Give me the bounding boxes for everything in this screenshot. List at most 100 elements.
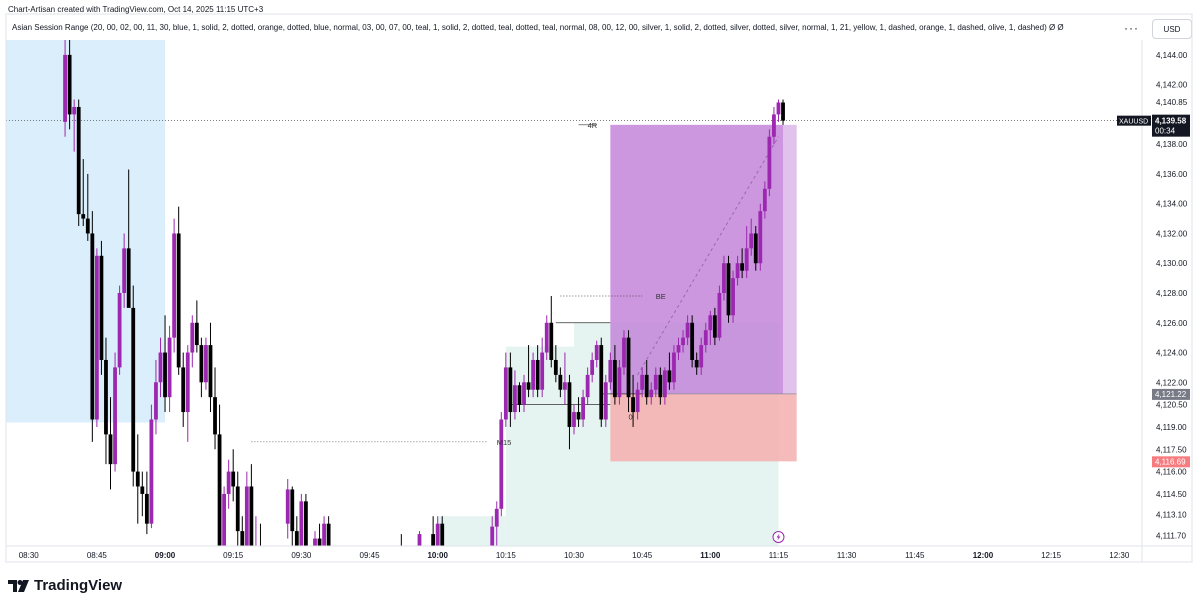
stop-price-label-bg (1152, 456, 1190, 468)
candle-body (549, 322, 554, 360)
candle-body (685, 322, 690, 338)
candle-body (135, 471, 140, 487)
candle-body (526, 382, 531, 390)
candle-body (490, 526, 495, 546)
candle-body (640, 374, 645, 390)
plot-area (6, 40, 1142, 546)
candle-body (594, 345, 599, 360)
candle-body (726, 263, 731, 316)
candle-body (563, 382, 567, 390)
candle-body (681, 337, 685, 346)
candle-body (131, 307, 136, 472)
annotation-4r: 4R (588, 121, 598, 130)
candle-body (222, 493, 227, 546)
candle-body (731, 278, 735, 316)
annotation-m15: M15 (497, 438, 512, 447)
candle-body (117, 293, 122, 368)
x-tick-label: 10:15 (496, 551, 517, 560)
candle-body (608, 359, 613, 383)
candle-body (499, 419, 504, 509)
x-tick-label: 09:45 (360, 551, 381, 560)
candle-body (767, 136, 772, 189)
candle-body (158, 352, 163, 383)
x-tick-label: 12:00 (973, 551, 994, 560)
candle-body (76, 106, 81, 215)
tradingview-logo[interactable]: TradingView (8, 577, 122, 594)
candle-body (317, 538, 322, 546)
candle-body (631, 397, 635, 413)
candle-body (672, 352, 676, 383)
profit-zone-extension (783, 124, 797, 394)
candle-body (658, 374, 663, 398)
x-tick-label: 11:30 (837, 551, 857, 560)
stop-zone (610, 393, 797, 462)
candle-body (612, 359, 617, 398)
y-tick-label: 4,120.50 (1156, 401, 1188, 410)
chart-frame (5, 13, 1193, 563)
candle-body (567, 382, 572, 427)
y-tick-label: 4,132.00 (1156, 229, 1188, 238)
candle-body (249, 486, 254, 546)
candle-body (85, 218, 90, 234)
candle-body (140, 486, 145, 494)
candle-body (240, 531, 245, 546)
candle-body (758, 211, 763, 264)
candle-body (226, 471, 231, 494)
candle-body (522, 382, 526, 405)
candle-body (176, 233, 181, 368)
y-tick-label: 4,128.00 (1156, 289, 1188, 298)
currency-label: USD (1163, 24, 1181, 34)
y-tick-label: 4,114.50 (1156, 490, 1187, 499)
candle-body (290, 489, 295, 532)
candle-body (81, 214, 86, 219)
candle-body (603, 382, 608, 420)
more-options-icon[interactable]: ··· (1124, 21, 1139, 35)
candle-body (667, 370, 672, 383)
candle-body (712, 315, 717, 338)
candle-body (735, 263, 740, 279)
candle-body (776, 102, 781, 115)
candle-body (172, 233, 177, 338)
candle-body (113, 367, 117, 465)
y-tick-label: 4,124.00 (1156, 349, 1188, 358)
candle-body (544, 322, 549, 353)
x-tick-label: 11:00 (700, 551, 721, 560)
candle-body (558, 374, 563, 390)
candle-body (72, 106, 77, 115)
y-tick-label: 4,142.00 (1156, 81, 1188, 90)
y-tick-label: 4,126.00 (1156, 319, 1188, 328)
candle-body (185, 352, 190, 413)
candle-body (699, 345, 704, 368)
candle-body (531, 359, 536, 390)
session-box-session2-1 (437, 516, 506, 546)
candle-body (585, 374, 590, 398)
y-tick-label: 4,113.10 (1156, 511, 1187, 520)
candle-body (104, 359, 108, 435)
candle-body (617, 367, 622, 398)
x-tick-label: 10:45 (632, 551, 653, 560)
candle-body (199, 345, 204, 383)
candle-body (204, 345, 208, 383)
y-tick-label: 4,122.00 (1156, 378, 1188, 387)
candle-body (622, 337, 626, 368)
candle-body (431, 534, 436, 546)
candle-body (653, 374, 658, 390)
candle-body (213, 397, 217, 435)
candle-body (122, 248, 127, 293)
candle-body (299, 501, 304, 546)
y-tick-label: 4,117.50 (1156, 445, 1187, 454)
x-tick-label: 09:30 (291, 551, 312, 560)
x-tick-label: 09:00 (155, 551, 176, 560)
session-box-session2-2 (505, 346, 574, 546)
candle-body (285, 489, 290, 524)
candle-body (649, 389, 654, 398)
x-tick-label: 12:30 (1109, 551, 1130, 560)
candle-body (108, 434, 113, 465)
candle-body (662, 370, 667, 398)
candle-body (144, 493, 149, 524)
last-price-label-bg (1152, 114, 1190, 137)
candle-body (703, 330, 708, 346)
candle-body (181, 367, 186, 413)
indicator-legend[interactable]: Asian Session Range (20, 00, 02, 00, 11,… (12, 23, 1064, 32)
